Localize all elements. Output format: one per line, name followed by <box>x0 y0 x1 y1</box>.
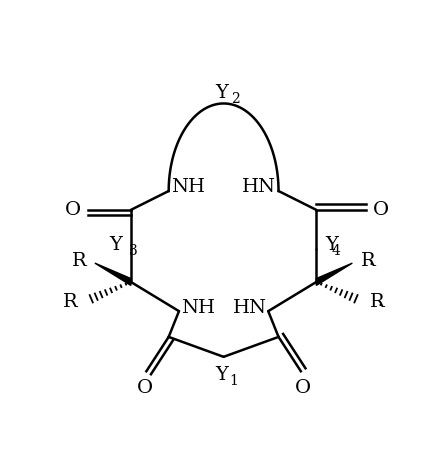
Text: HN: HN <box>233 299 267 317</box>
Text: Y: Y <box>215 84 228 102</box>
Text: 1: 1 <box>230 374 239 388</box>
Text: O: O <box>295 379 311 397</box>
Text: O: O <box>136 379 153 397</box>
Text: Y: Y <box>325 236 338 254</box>
Text: Y: Y <box>109 236 122 254</box>
Text: R: R <box>71 252 86 270</box>
Text: .: . <box>378 295 383 308</box>
Text: NH: NH <box>171 178 206 196</box>
Text: O: O <box>373 201 389 219</box>
Text: R: R <box>361 252 376 270</box>
Text: R: R <box>369 292 384 311</box>
Polygon shape <box>95 263 131 285</box>
Text: O: O <box>65 201 81 219</box>
Text: .: . <box>369 254 373 268</box>
Text: HN: HN <box>242 178 276 196</box>
Text: NH: NH <box>181 299 215 317</box>
Polygon shape <box>316 263 352 285</box>
Text: 3: 3 <box>129 244 138 258</box>
Text: Y: Y <box>215 367 228 384</box>
Text: 2: 2 <box>231 92 240 106</box>
Text: 4: 4 <box>332 244 341 258</box>
Text: R: R <box>63 292 78 311</box>
